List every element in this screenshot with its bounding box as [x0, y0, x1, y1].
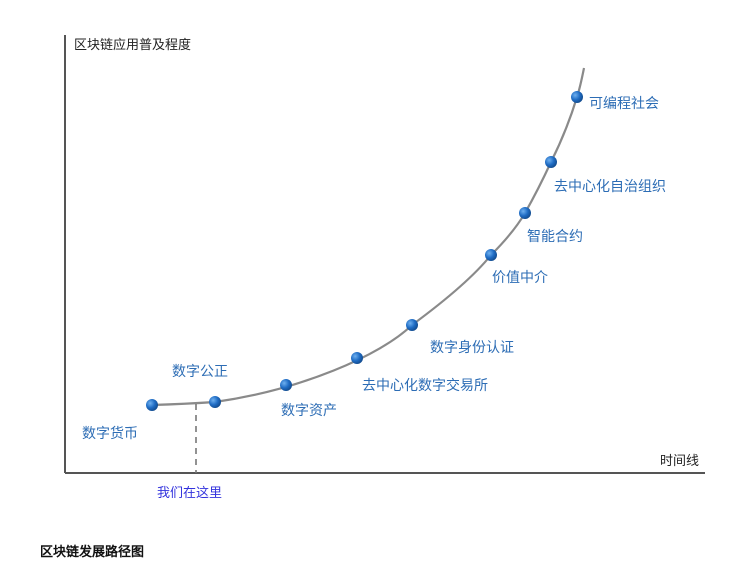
figure-caption: 区块链发展路径图 — [40, 545, 145, 560]
milestone-label-smart-contract: 智能合约 — [527, 229, 583, 245]
milestone-dot-value-intermediary — [485, 249, 497, 261]
milestone-dot-digital-notary — [209, 396, 221, 408]
milestone-dot-decentralized-exchange — [351, 352, 363, 364]
milestone-label-digital-assets: 数字资产 — [281, 403, 337, 419]
milestone-labels: 数字货币 数字公正 数字资产 去中心化数字交易所 数字身份认证 价值中介 智能合… — [82, 96, 666, 442]
milestone-dot-smart-contract — [519, 207, 531, 219]
milestone-label-programmable-society: 可编程社会 — [589, 96, 659, 112]
milestone-dots — [146, 91, 583, 411]
blockchain-roadmap-diagram: 区块链应用普及程度 时间线 我们在这里 数字货币 数字公正 数字资产 去中心化数… — [64, 35, 705, 501]
milestone-dot-digital-assets — [280, 379, 292, 391]
milestone-dot-digital-identity — [406, 319, 418, 331]
milestone-label-dao: 去中心化自治组织 — [554, 179, 666, 195]
milestone-label-decentralized-exchange: 去中心化数字交易所 — [362, 377, 488, 394]
milestone-label-digital-notary: 数字公正 — [172, 364, 228, 380]
growth-curve — [151, 67, 586, 407]
x-axis-label: 时间线 — [660, 454, 699, 469]
current-position-label: 我们在这里 — [157, 485, 222, 501]
milestone-dot-programmable-society — [571, 91, 583, 103]
y-axis-label: 区块链应用普及程度 — [74, 37, 191, 53]
milestone-label-digital-currency: 数字货币 — [82, 425, 138, 442]
milestone-dot-dao — [545, 156, 557, 168]
milestone-label-value-intermediary: 价值中介 — [492, 270, 548, 286]
milestone-dot-digital-currency — [146, 399, 158, 411]
milestone-label-digital-identity: 数字身份认证 — [430, 340, 514, 356]
